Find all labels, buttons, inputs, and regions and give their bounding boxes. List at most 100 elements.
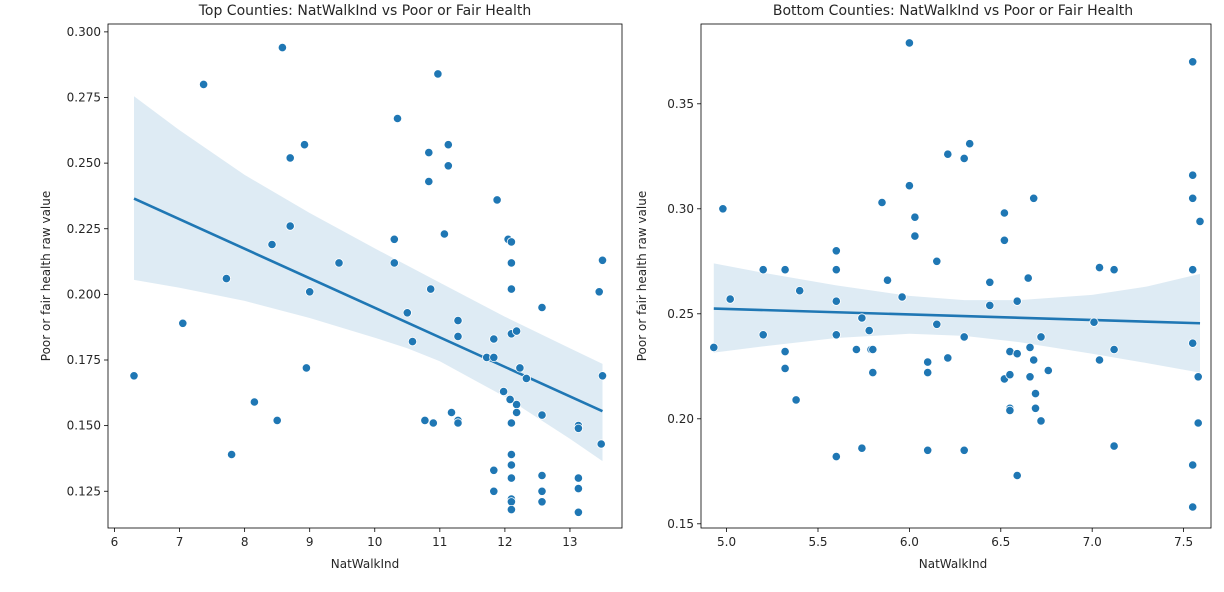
left-data-point [453, 331, 463, 341]
left-data-point [573, 473, 584, 483]
left-data-point [506, 284, 516, 294]
left-data-point [506, 460, 516, 470]
right-data-point [904, 38, 915, 48]
left-data-point [389, 234, 399, 244]
right-data-point [1109, 265, 1119, 275]
right-y-ticks: 0.15 0.20 0.25 0.30 0.35 [667, 97, 701, 531]
right-data-point [709, 342, 719, 352]
right-data-point [758, 265, 768, 275]
right-data-point [1012, 349, 1022, 359]
right-x-tick-label: 5.5 [808, 535, 827, 549]
left-points-layer [129, 42, 608, 517]
right-data-point [923, 367, 933, 378]
left-data-point [443, 140, 453, 150]
right-data-point [932, 256, 942, 266]
right-data-point [1012, 470, 1022, 481]
left-y-tick-label: 0.175 [67, 353, 101, 367]
left-axes-frame [107, 23, 623, 529]
right-data-point [1030, 403, 1041, 413]
right-subplot: 5.0 5.5 6.0 6.5 7.0 7.5 0.150.200.250.300.35 … [635, 3, 1212, 571]
right-data-point [1094, 262, 1105, 273]
left-data-point [305, 287, 315, 297]
right-data-point [1005, 405, 1015, 415]
left-data-point [446, 407, 457, 418]
left-y-tick-label: 0.250 [67, 156, 101, 170]
left-data-point [489, 352, 499, 362]
right-data-point [965, 139, 975, 149]
left-y-tick-label: 0.275 [67, 91, 101, 105]
left-data-point [505, 394, 515, 404]
right-data-point [1109, 441, 1119, 451]
right-data-point [882, 275, 893, 285]
right-x-tick-label: 6.5 [991, 535, 1010, 549]
right-data-point [1005, 370, 1015, 380]
right-confidence-band-layer [713, 263, 1200, 373]
left-data-point [285, 221, 295, 231]
right-data-point [923, 357, 933, 367]
right-data-point [985, 277, 995, 287]
left-data-point [573, 423, 584, 433]
right-data-point [1109, 344, 1119, 355]
left-data-point [594, 287, 604, 297]
left-data-point [392, 113, 403, 124]
left-data-point [249, 397, 259, 407]
left-data-point [424, 176, 434, 187]
left-data-point [267, 239, 277, 250]
left-data-point [506, 237, 516, 247]
right-data-point [1188, 193, 1198, 203]
right-data-point [791, 395, 801, 405]
right-y-tick-label: 0.25 [667, 307, 694, 321]
left-data-point [511, 407, 522, 418]
left-x-tick-label: 10 [367, 535, 382, 549]
left-x-tick-label: 8 [241, 535, 249, 549]
right-data-point [831, 451, 841, 462]
left-x-axis-label: NatWalkInd [331, 557, 400, 571]
left-x-tick-label: 7 [176, 535, 184, 549]
left-confidence-band [134, 96, 603, 462]
right-data-point [877, 197, 887, 208]
right-data-point [1036, 332, 1046, 342]
left-data-point [443, 161, 453, 171]
right-data-point [1195, 216, 1205, 226]
right-points-layer [709, 38, 1205, 512]
right-x-axis-label: NatWalkInd [919, 557, 988, 571]
left-data-point [199, 79, 209, 90]
left-data-point [597, 255, 608, 265]
right-x-tick-label: 5.0 [717, 535, 736, 549]
right-data-point [943, 149, 953, 159]
right-data-point [780, 265, 790, 275]
left-data-point [227, 449, 237, 460]
left-subplot: 6 7 8 9 10 11 12 13 0.1250.1500.1750.2000.2250.… [39, 3, 623, 571]
right-data-point [718, 204, 728, 214]
left-confidence-band-layer [134, 96, 603, 462]
right-data-point [864, 325, 874, 336]
left-data-point [424, 148, 434, 158]
right-x-tick-label: 7.0 [1083, 535, 1102, 549]
right-chart-title: Bottom Counties: NatWalkInd vs Poor or F… [773, 3, 1133, 19]
left-x-ticks: 6 7 8 9 10 11 12 13 [111, 528, 578, 549]
right-data-point [868, 367, 878, 378]
right-data-point [831, 330, 841, 340]
right-data-point [857, 443, 867, 453]
right-data-point [999, 235, 1010, 245]
left-data-point [272, 415, 282, 425]
right-data-point [910, 231, 920, 241]
right-data-point [985, 300, 995, 310]
left-data-point [537, 470, 547, 481]
left-data-point [573, 483, 584, 494]
left-data-point [537, 497, 547, 507]
right-data-point [795, 286, 805, 296]
right-data-point [780, 346, 790, 357]
left-data-point [389, 258, 399, 268]
left-data-point [178, 318, 188, 328]
left-data-point [537, 302, 547, 313]
left-x-tick-label: 12 [497, 535, 512, 549]
right-data-point [1029, 355, 1039, 365]
right-data-point [923, 445, 933, 455]
left-x-tick-label: 11 [432, 535, 447, 549]
right-data-point [1188, 502, 1198, 512]
left-data-point [285, 153, 295, 163]
right-data-point [1188, 170, 1198, 180]
